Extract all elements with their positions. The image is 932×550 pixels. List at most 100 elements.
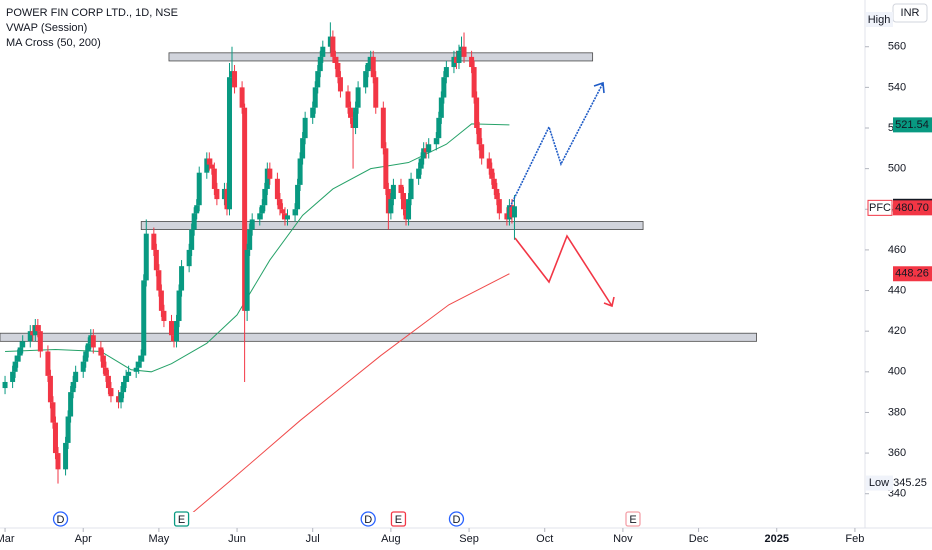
x-tick-label: 2025 [764, 533, 788, 545]
symbol-title: POWER FIN CORP LTD., 1D, NSE [6, 7, 178, 19]
candle-body [126, 371, 132, 376]
candle-body [206, 158, 212, 165]
candle-body [161, 310, 167, 322]
candle-body [489, 168, 495, 179]
x-tick-label: Feb [845, 533, 864, 545]
candle-body [116, 396, 122, 403]
candle-body [98, 347, 104, 356]
candle-body [476, 128, 482, 145]
candle-body [65, 416, 71, 443]
candle-body [418, 158, 424, 169]
price-badge-label: 521.54 [895, 119, 929, 131]
event-label: D [57, 514, 65, 526]
candle-body [398, 184, 404, 194]
candle-body [408, 178, 414, 200]
candle-body [211, 168, 217, 189]
event-icon [360, 511, 376, 527]
price-tag-label: PFC [869, 202, 891, 214]
moving-average-line [5, 123, 510, 373]
candle-body [242, 107, 248, 311]
candle-body [264, 168, 270, 189]
currency[interactable]: INR [901, 7, 920, 19]
candle-body [436, 117, 442, 139]
candle-body [368, 56, 374, 63]
candle-body [259, 205, 265, 214]
price-zone [140, 221, 644, 230]
candle-body [32, 325, 38, 336]
candle-body [204, 158, 210, 173]
candle-body [88, 335, 94, 344]
candle-body [274, 178, 280, 200]
candle-body [320, 46, 326, 57]
candle-body [380, 107, 386, 149]
y-tick-label: 460 [888, 244, 906, 256]
candle-body [2, 381, 8, 389]
candle-body [312, 87, 318, 108]
candle-body [337, 77, 343, 92]
candle-body [416, 168, 422, 179]
bull-arrowhead [593, 81, 605, 94]
candle-body [373, 77, 379, 108]
candle-body [469, 56, 475, 68]
y-tick-label: 540 [888, 81, 906, 93]
candle-body [27, 331, 33, 342]
candle-body [451, 56, 457, 68]
candle-body [327, 36, 333, 47]
candle-body [509, 205, 515, 218]
x-tick-label: Oct [536, 533, 553, 545]
candle-body [229, 71, 235, 78]
x-tick-label: Nov [613, 533, 633, 545]
candle-body [123, 375, 129, 382]
candle-body [37, 331, 43, 352]
y-tick-label: 560 [888, 41, 906, 53]
candle-body [504, 213, 510, 220]
candle-body [479, 144, 485, 159]
candle-body [35, 325, 41, 332]
candle-body [15, 355, 21, 362]
candle-body [438, 97, 444, 118]
candle-body [453, 56, 459, 63]
candle-body [335, 62, 341, 78]
candle-body [302, 117, 308, 139]
candle-body [224, 188, 230, 210]
y-tick-label: 400 [888, 366, 906, 378]
candle-body [267, 168, 273, 179]
candle-body [284, 215, 290, 220]
candle-body [156, 270, 162, 291]
candle-body [365, 62, 371, 72]
candle-body [390, 184, 396, 200]
candle-body [63, 442, 69, 470]
candle-body [511, 206, 517, 218]
candle-body [385, 188, 391, 214]
price-tag [867, 199, 893, 216]
candle-body [118, 392, 124, 403]
candle-body [300, 138, 306, 159]
candle-body [350, 117, 356, 128]
candle-body [105, 375, 111, 389]
candle-body [153, 249, 159, 271]
candle-body [400, 193, 406, 210]
candle-body [186, 249, 192, 267]
candle-body [108, 388, 114, 397]
candle-body [292, 209, 298, 216]
candle-body [209, 164, 215, 169]
x-tick-label: May [148, 533, 169, 545]
candle-body [10, 371, 16, 382]
candle-body [257, 213, 263, 220]
candle-body [315, 71, 321, 88]
price-badge [893, 200, 932, 216]
event-label: E [178, 514, 185, 526]
x-tick-label: Jul [306, 533, 320, 545]
price-zone [0, 332, 757, 342]
bear-path [514, 234, 613, 307]
candle-body [496, 199, 502, 214]
event-label: E [395, 514, 402, 526]
candle-body [47, 375, 53, 403]
low-value: 345.25 [893, 477, 927, 489]
high-badge [866, 12, 893, 27]
price-badge-label: 480.70 [895, 202, 929, 214]
y-tick-label: 360 [888, 447, 906, 459]
candle-body [133, 367, 139, 372]
candle-body [471, 67, 477, 98]
event-icon [52, 511, 69, 527]
